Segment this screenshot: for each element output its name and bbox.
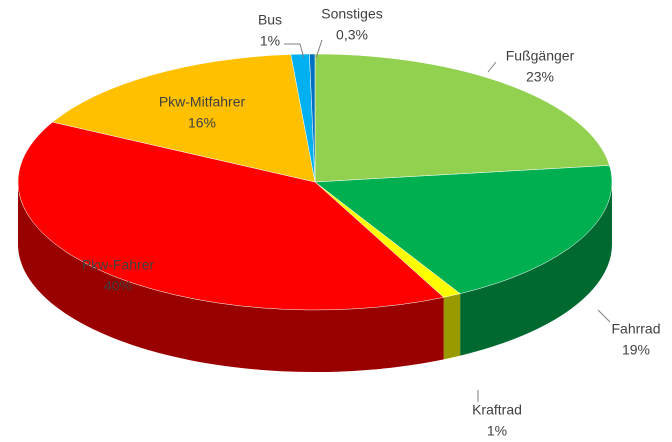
- leader-line: [315, 39, 323, 59]
- slice: [309, 53, 316, 183]
- slice: [17, 121, 445, 311]
- leader-lines: [284, 39, 611, 402]
- slice-side: [17, 182, 444, 373]
- category-label: Fußgänger: [506, 48, 575, 64]
- slice-side: [443, 293, 461, 360]
- pie-sides: [17, 182, 612, 373]
- value-label: 1%: [487, 423, 507, 439]
- slice-side-shade: [460, 182, 612, 356]
- leader-line: [487, 61, 497, 73]
- slice-side-shade: [443, 293, 461, 360]
- leader-line: [284, 43, 305, 59]
- category-label: Kraftrad: [472, 402, 522, 418]
- slice: [314, 53, 610, 183]
- slice: [314, 165, 613, 294]
- value-label: 19%: [622, 342, 650, 358]
- category-label: Pkw-Fahrer: [82, 257, 155, 273]
- value-label: 0,3%: [336, 27, 368, 43]
- category-label: Fahrrad: [611, 321, 660, 337]
- slice-side-shade: [17, 182, 444, 373]
- category-label: Sonstiges: [321, 6, 382, 22]
- category-label: Pkw-Mitfahrer: [159, 94, 246, 110]
- value-label: 16%: [188, 115, 216, 131]
- value-label: 40%: [104, 278, 132, 294]
- category-label: Bus: [258, 12, 282, 28]
- value-label: 23%: [526, 69, 554, 85]
- leader-line: [597, 309, 611, 323]
- slice-side: [460, 182, 612, 356]
- slice: [51, 54, 316, 183]
- pie-tops: [17, 53, 613, 311]
- value-label: 1%: [260, 33, 280, 49]
- labels: Fußgänger 23% Fahrrad 19% Kraftrad 1% Pkw-Fahr…: [82, 6, 661, 439]
